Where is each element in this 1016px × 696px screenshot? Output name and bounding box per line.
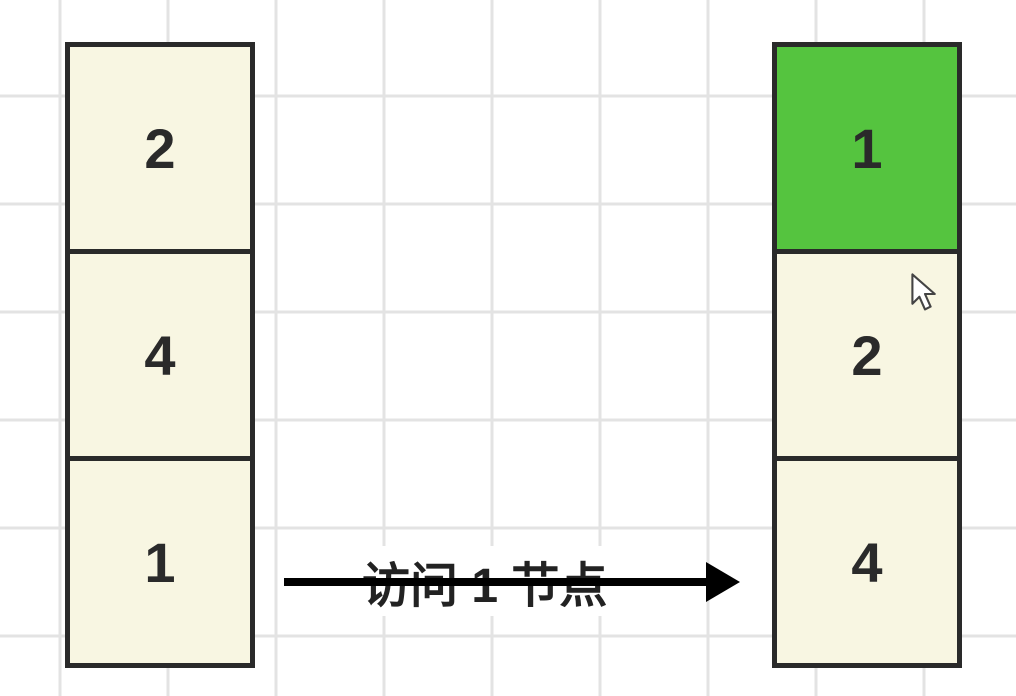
right-stack-cell-1: 2 (772, 249, 962, 461)
right-stack-cell-2: 4 (772, 456, 962, 668)
cell-value: 2 (851, 323, 882, 388)
arrow-head (706, 562, 740, 602)
left-stack-cell-2: 1 (65, 456, 255, 668)
arrow-shaft (284, 578, 706, 586)
cell-value: 2 (144, 116, 175, 181)
cell-value: 1 (851, 116, 882, 181)
cell-value: 4 (144, 323, 175, 388)
cell-value: 4 (851, 530, 882, 595)
right-stack-cell-0: 1 (772, 42, 962, 254)
cell-value: 1 (144, 530, 175, 595)
diagram-canvas: 241 124 访问 1 节点 (0, 0, 1016, 696)
left-stack-cell-1: 4 (65, 249, 255, 461)
left-stack-cell-0: 2 (65, 42, 255, 254)
